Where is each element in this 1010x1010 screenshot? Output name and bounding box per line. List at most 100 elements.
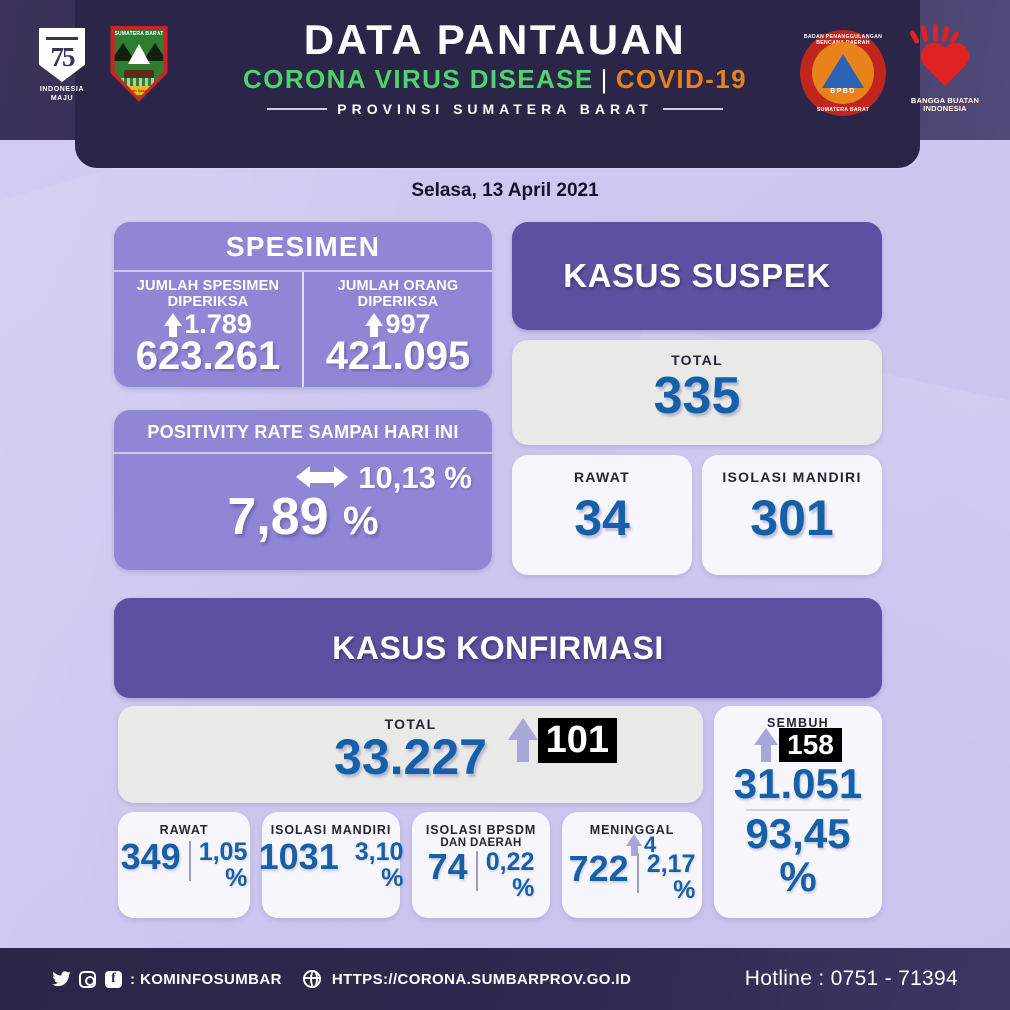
spesimen-column-people: JUMLAH ORANG DIPERIKSA 997 421.095 bbox=[302, 272, 492, 387]
sembuh-percent-unit: % bbox=[779, 852, 817, 900]
spesimen-delta-value-people: 997 bbox=[385, 309, 431, 340]
header-content: 75 INDONESIA MAJU SUMATERA BARAT Tuah Sak… bbox=[0, 0, 1010, 140]
header-title-block: DATA PANTAUAN CORONA VIRUS DISEASE | COV… bbox=[185, 16, 805, 117]
footer-handle-text: KOMINFOSUMBAR bbox=[139, 970, 282, 988]
konfirmasi-meninggal-percent-number: 2,17 bbox=[646, 850, 696, 878]
konfirmasi-rawat-count: 349 bbox=[120, 836, 181, 877]
konfirmasi-banner: KASUS KONFIRMASI bbox=[114, 598, 882, 698]
suspek-isolasi-mandiri-label: ISOLASI MANDIRI bbox=[722, 469, 862, 485]
sumatera-barat-ribbon: Tuah Sakato bbox=[117, 86, 161, 95]
konfirmasi-isolasi-bpsdm-label: ISOLASI BPSDM bbox=[425, 823, 537, 837]
spesimen-title: SPESIMEN bbox=[114, 222, 492, 272]
konfirmasi-meninggal-percent: 2,17 % bbox=[647, 851, 696, 904]
sumatera-barat-water bbox=[114, 78, 164, 86]
spesimen-body: JUMLAH SPESIMEN DIPERIKSA 1.789 623.261 … bbox=[114, 272, 492, 387]
konfirmasi-isolasi-mandiri-card: ISOLASI MANDIRI 1031 3,10 % bbox=[259, 812, 404, 918]
footer-separator: : bbox=[130, 970, 140, 988]
report-date: Selasa, 13 April 2021 bbox=[411, 180, 599, 201]
konfirmasi-isolasi-bpsdm-row: 74 0,22 % bbox=[412, 849, 550, 902]
footer-bar: f : KOMINFOSUMBAR HTTPS://CORONA.SUMBARP… bbox=[0, 948, 1010, 1010]
indonesia-maju-mark: 75 bbox=[50, 41, 76, 72]
stat-divider bbox=[636, 853, 639, 893]
konfirmasi-isolasi-bpsdm-percent-number: 0,22 bbox=[485, 848, 535, 876]
indonesia-maju-logo: 75 INDONESIA MAJU bbox=[32, 28, 92, 104]
konfirmasi-rawat-percent-unit: % bbox=[225, 864, 248, 893]
suspek-rawat-card: RAWAT 34 bbox=[512, 455, 692, 575]
bangga-buatan-indonesia-logo: BANGGA BUATAN INDONESIA bbox=[905, 24, 985, 116]
arrow-left-right-icon bbox=[296, 465, 349, 491]
sembuh-value: 31.051 bbox=[733, 760, 863, 807]
suspek-banner-label: KASUS SUSPEK bbox=[563, 257, 831, 294]
indonesia-maju-bar bbox=[46, 37, 78, 40]
bangga-fingers-icon bbox=[909, 24, 960, 45]
page-subtitle: CORONA VIRUS DISEASE | COVID-19 bbox=[185, 64, 805, 95]
province-rule-right bbox=[662, 108, 723, 111]
konfirmasi-meninggal-percent-unit: % bbox=[673, 876, 696, 905]
bpbd-logo: BADAN PENANGGULANGAN BENCANA DAERAH BPBD… bbox=[800, 30, 886, 116]
instagram-icon[interactable] bbox=[78, 970, 97, 989]
konfirmasi-isolasi-mandiri-row: 1031 3,10 % bbox=[259, 839, 404, 892]
suspek-isolasi-mandiri-card: ISOLASI MANDIRI 301 bbox=[702, 455, 882, 575]
konfirmasi-banner-label: KASUS KONFIRMASI bbox=[332, 629, 664, 666]
suspek-total-card: TOTAL 335 bbox=[512, 340, 882, 445]
sumatera-barat-roof-icon bbox=[128, 44, 150, 64]
arrow-up-icon bbox=[626, 834, 643, 856]
suspek-total-value: 335 bbox=[653, 367, 741, 425]
konfirmasi-isolasi-bpsdm-count: 74 bbox=[427, 846, 468, 887]
suspek-isolasi-mandiri-value: 301 bbox=[750, 490, 834, 546]
konfirmasi-isolasi-bpsdm-percent: 0,22 % bbox=[486, 849, 535, 902]
konfirmasi-total-label: TOTAL bbox=[384, 716, 437, 732]
indonesia-maju-shield-icon: 75 bbox=[39, 28, 85, 82]
subtitle-disease: CORONA VIRUS DISEASE bbox=[243, 64, 594, 95]
spesimen-label-specimens-line2: DIPERIKSA bbox=[167, 294, 249, 311]
konfirmasi-isolasi-bpsdm-card: ISOLASI BPSDM DAN DAERAH 74 0,22 % bbox=[412, 812, 550, 918]
bpbd-arc-bottom-text: SUMATERA BARAT bbox=[816, 107, 870, 113]
footer-social-block: f : KOMINFOSUMBAR HTTPS://CORONA.SUMBARP… bbox=[52, 970, 631, 989]
konfirmasi-meninggal-delta-value: 4 bbox=[644, 832, 657, 857]
arrow-up-icon bbox=[507, 718, 538, 763]
facebook-icon[interactable]: f bbox=[104, 970, 123, 989]
spesimen-label-people-line2: DIPERIKSA bbox=[357, 294, 439, 311]
spesimen-delta-value-specimens: 1.789 bbox=[184, 309, 252, 340]
konfirmasi-meninggal-count: 722 bbox=[568, 848, 629, 889]
konfirmasi-total-inner: TOTAL 33.227 101 bbox=[118, 706, 703, 803]
spesimen-column-specimens: JUMLAH SPESIMEN DIPERIKSA 1.789 623.261 bbox=[114, 272, 302, 387]
konfirmasi-isolasi-mandiri-percent: 3,10 % bbox=[355, 839, 404, 892]
globe-icon bbox=[302, 970, 321, 988]
sembuh-label: SEMBUH bbox=[767, 716, 829, 730]
sembuh-divider bbox=[746, 809, 850, 812]
positivity-rate-card: POSITIVITY RATE SAMPAI HARI INI 10,13 % … bbox=[114, 410, 492, 570]
sembuh-delta: 158 bbox=[714, 728, 882, 762]
header-inner-panel bbox=[75, 0, 920, 168]
konfirmasi-rawat-card: RAWAT 349 1,05 % bbox=[118, 812, 250, 918]
suspek-rawat-value: 34 bbox=[574, 490, 630, 546]
subtitle-covid: COVID-19 bbox=[615, 64, 747, 95]
province-line: PROVINSI SUMATERA BARAT bbox=[185, 101, 805, 117]
footer-hotline: Hotline : 0751 - 71394 bbox=[744, 967, 958, 990]
bpbd-core-icon: BPBD bbox=[812, 42, 874, 104]
bangga-label: BANGGA BUATAN INDONESIA bbox=[910, 95, 980, 114]
konfirmasi-isolasi-bpsdm-sublabel: DAN DAERAH bbox=[440, 837, 522, 849]
sembuh-card: SEMBUH 158 31.051 93,45 % bbox=[714, 706, 882, 918]
konfirmasi-isolasi-mandiri-percent-number: 3,10 bbox=[354, 838, 404, 866]
sumatera-barat-shield-icon: SUMATERA BARAT Tuah Sakato bbox=[110, 26, 168, 102]
konfirmasi-total-card: TOTAL 33.227 101 bbox=[118, 706, 703, 803]
footer-website[interactable]: HTTPS://CORONA.SUMBARPROV.GO.ID bbox=[331, 970, 632, 988]
konfirmasi-meninggal-row: 722 2,17 % bbox=[562, 851, 702, 904]
konfirmasi-total-delta-value: 101 bbox=[537, 718, 617, 763]
positivity-rate-number: 7,89 bbox=[227, 488, 329, 546]
konfirmasi-meninggal-delta: 4 bbox=[626, 834, 656, 856]
positivity-rate-unit: % bbox=[343, 499, 379, 543]
konfirmasi-meninggal-card: MENINGGAL 4 722 2,17 % bbox=[562, 812, 702, 918]
konfirmasi-rawat-percent: 1,05 % bbox=[199, 839, 248, 892]
twitter-icon[interactable] bbox=[52, 970, 71, 989]
spesimen-label-specimens-line1: JUMLAH SPESIMEN bbox=[136, 278, 280, 294]
konfirmasi-rawat-label: RAWAT bbox=[159, 823, 209, 837]
konfirmasi-meninggal-label: MENINGGAL bbox=[589, 823, 675, 837]
province-rule-left bbox=[267, 108, 328, 111]
konfirmasi-rawat-row: 349 1,05 % bbox=[118, 839, 250, 892]
page-title: DATA PANTAUAN bbox=[303, 16, 687, 63]
spesimen-total-specimens: 623.261 bbox=[135, 334, 281, 379]
bangga-heart-icon bbox=[918, 36, 972, 86]
